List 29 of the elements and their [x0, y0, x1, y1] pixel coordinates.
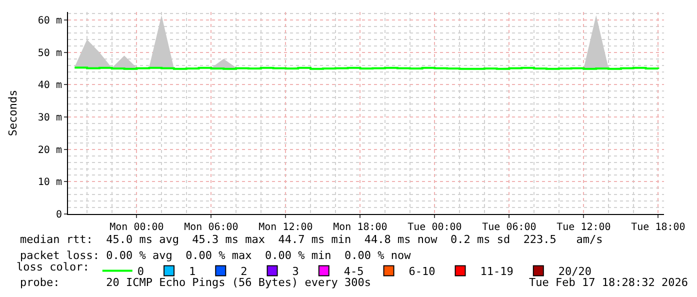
legend-label: 11-19: [480, 265, 514, 278]
y-tick-label: 50 m: [38, 48, 62, 59]
y-tick-label: 60 m: [38, 16, 62, 27]
x-tick-label: Mon 18:00: [333, 222, 388, 233]
text: median rtt: 45.0 ms avg 45.3 ms max 44.7 ms min 44.8 ms now 0.2 ms sd 223.5 am/s: [20, 233, 603, 246]
y-tick-label: 40 m: [38, 80, 62, 92]
legend-label: 20/20: [558, 265, 592, 278]
x-tick-label: Mon 00:00: [110, 222, 164, 233]
y-tick-label: 0: [56, 210, 62, 220]
x-tick-label: Tue 06:00: [482, 222, 536, 233]
legend-label: 6-10: [408, 265, 436, 278]
y-tick-label: 10 m: [38, 177, 62, 188]
legend-label: 4-5: [344, 265, 364, 278]
y-axis-title: Seconds: [6, 90, 20, 136]
text: Tue Feb 17 18:28:32 2026: [529, 276, 688, 289]
x-tick-label: Tue 12:00: [556, 222, 611, 233]
legend-label: 1: [189, 265, 196, 278]
text: packet loss: 0.00 % avg 0.00 % max 0.00 % min 0.00 % now: [20, 249, 412, 262]
legend-title: loss color:: [16, 260, 90, 274]
legend-label: 3: [292, 265, 299, 278]
x-tick-label: Mon 06:00: [184, 222, 238, 233]
y-tick-label: 30 m: [38, 112, 62, 124]
y-tick-label: 20 m: [38, 144, 62, 156]
x-tick-label: Tue 18:00: [631, 222, 686, 233]
x-tick-label: Tue 00:00: [408, 222, 462, 233]
legend-label: 0: [137, 265, 144, 278]
legend-label: 2: [240, 265, 248, 278]
x-tick-label: Mon 12:00: [258, 222, 313, 233]
text: probe: 20 ICMP Echo Pings (56 Bytes) every 300s: [20, 276, 371, 289]
